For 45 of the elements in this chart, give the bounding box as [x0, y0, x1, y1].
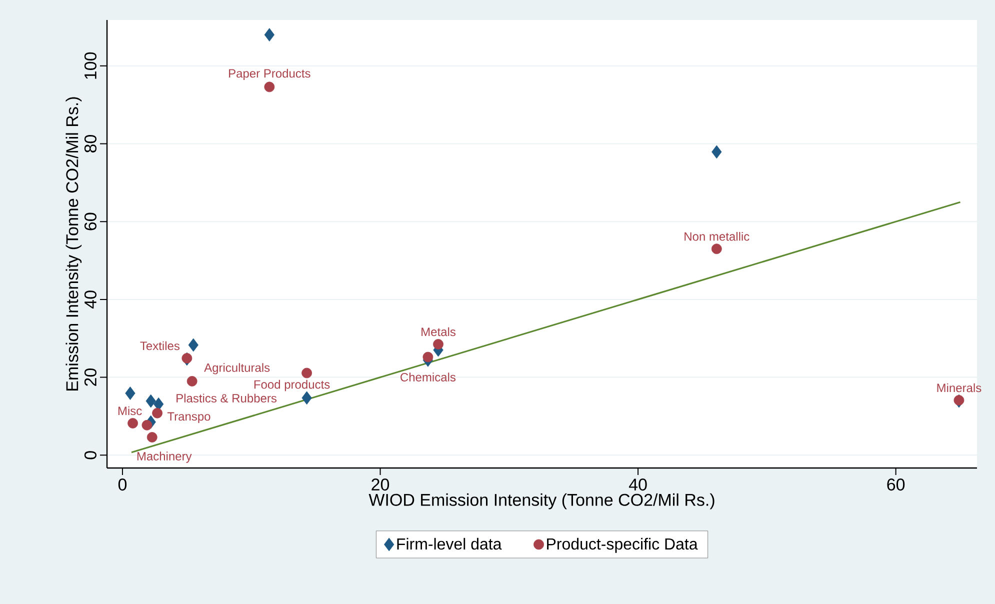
y-axis-title: Emission Intensity (Tonne CO2/Mil Rs.) — [66, 97, 82, 390]
point — [186, 376, 198, 386]
x-tick-label: 20 — [372, 478, 390, 491]
data-label: Transpo — [167, 412, 210, 424]
point — [188, 338, 198, 352]
point — [712, 145, 722, 159]
y-tick-label: 0 — [84, 451, 96, 460]
legend-label: Product-specific Data — [547, 538, 698, 553]
data-label: Machinery — [137, 452, 192, 463]
point — [142, 420, 152, 430]
point — [152, 408, 162, 418]
data-label: Misc — [118, 406, 142, 416]
point — [433, 339, 444, 350]
data-label: Minerals — [937, 383, 982, 392]
x-tick-label: 60 — [887, 478, 905, 491]
data-label: Paper Products — [229, 68, 310, 80]
data-label: Agriculturals — [204, 363, 270, 374]
point — [302, 368, 312, 378]
point — [125, 386, 136, 400]
x-tick-label: 40 — [628, 478, 647, 491]
y-tick-label: 40 — [84, 290, 96, 309]
data-label: Plastics & Rubbers — [176, 394, 277, 403]
x-tick-label: 0 — [118, 478, 127, 491]
point — [422, 352, 434, 362]
legend-label: Firm-level data — [397, 538, 502, 550]
data-label: Textiles — [140, 341, 180, 350]
point — [302, 391, 312, 405]
point — [711, 244, 722, 254]
y-tick-label: 100 — [84, 52, 96, 79]
y-tick-label: 60 — [84, 212, 96, 230]
point — [153, 397, 164, 411]
y-tick-label: 80 — [84, 134, 96, 152]
data-label: Non metallic — [684, 232, 750, 241]
y-tick-label: 20 — [84, 368, 96, 386]
data-label: Food products — [254, 380, 330, 392]
point — [264, 28, 274, 42]
point — [146, 432, 158, 442]
x-axis-title: WIOD Emission Intensity (Tonne CO2/Mil Rs.) — [368, 493, 714, 510]
point — [954, 395, 964, 406]
point — [182, 353, 192, 364]
data-label: Metals — [422, 327, 456, 336]
point — [128, 418, 138, 428]
point — [146, 394, 156, 408]
data-label: Chemicals — [400, 372, 456, 382]
point — [264, 82, 275, 92]
